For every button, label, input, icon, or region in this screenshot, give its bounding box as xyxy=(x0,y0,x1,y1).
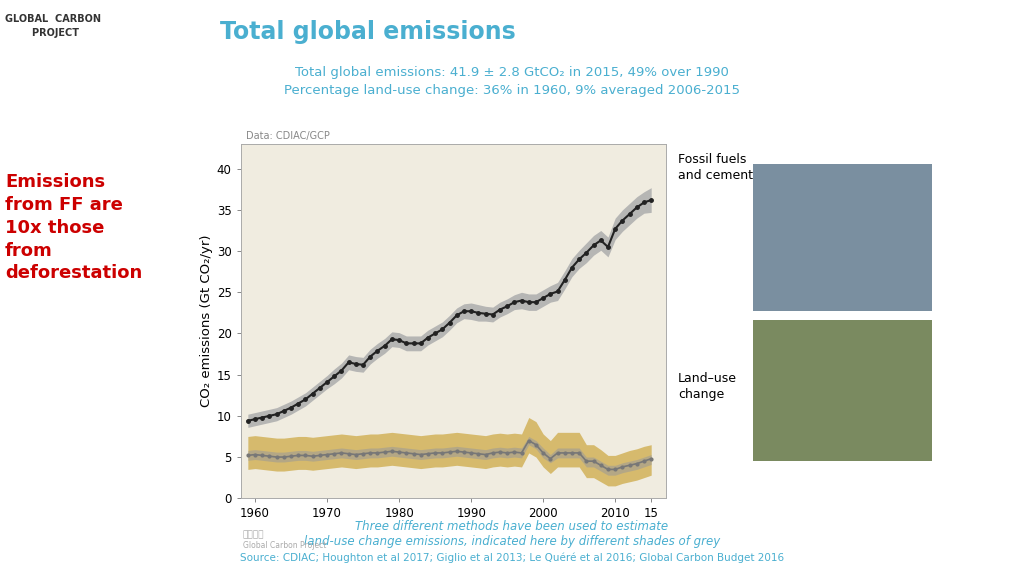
Text: Emissions
from FF are
10x those
from
deforestation: Emissions from FF are 10x those from def… xyxy=(5,173,142,282)
Text: Three different methods have been used to estimate
land-use change emissions, in: Three different methods have been used t… xyxy=(304,520,720,548)
Text: ⓒⓒⓒⓒ: ⓒⓒⓒⓒ xyxy=(243,530,264,539)
Text: Data: CDIAC/GCP: Data: CDIAC/GCP xyxy=(246,131,330,141)
Text: GLOBAL  CARBON
        PROJECT: GLOBAL CARBON PROJECT xyxy=(5,14,101,39)
Text: Total global emissions: Total global emissions xyxy=(220,20,516,44)
Text: Global Carbon Project: Global Carbon Project xyxy=(243,541,326,551)
Text: Source: CDIAC; Houghton et al 2017; Giglio et al 2013; Le Quéré et al 2016; Glob: Source: CDIAC; Houghton et al 2017; Gigl… xyxy=(240,553,784,563)
Text: Percentage land-use change: 36% in 1960, 9% averaged 2006-2015: Percentage land-use change: 36% in 1960,… xyxy=(284,84,740,97)
Y-axis label: CO₂ emissions (Gt CO₂/yr): CO₂ emissions (Gt CO₂/yr) xyxy=(200,235,213,407)
Text: Fossil fuels
and cement: Fossil fuels and cement xyxy=(678,153,753,181)
Text: Land–use
change: Land–use change xyxy=(678,372,737,400)
Text: Total global emissions: 41.9 ± 2.8 GtCO₂ in 2015, 49% over 1990: Total global emissions: 41.9 ± 2.8 GtCO₂… xyxy=(295,66,729,79)
